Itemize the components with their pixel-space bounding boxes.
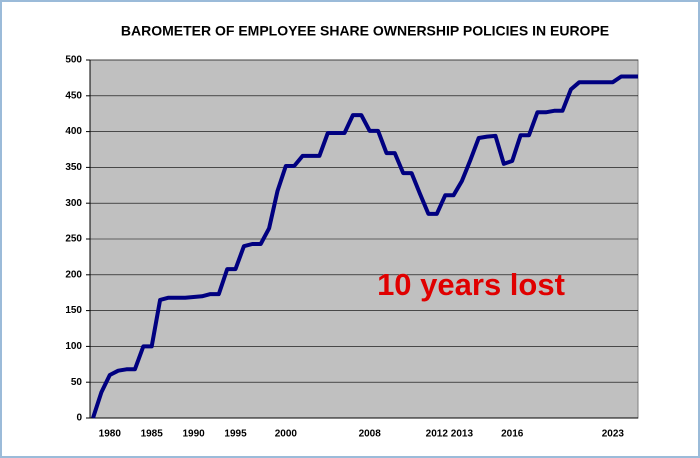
y-tick-label: 350 bbox=[65, 162, 82, 173]
y-tick-label: 50 bbox=[71, 377, 83, 388]
y-tick-label: 300 bbox=[65, 198, 82, 209]
x-tick-label: 1990 bbox=[182, 429, 205, 440]
chart-title: BAROMETER OF EMPLOYEE SHARE OWNERSHIP PO… bbox=[121, 23, 609, 39]
series-line bbox=[91, 74, 638, 419]
y-tick-label: 450 bbox=[65, 90, 82, 101]
y-tick-label: 400 bbox=[65, 126, 82, 137]
x-tick-label: 1980 bbox=[99, 429, 122, 440]
x-tick-label: 1995 bbox=[224, 429, 247, 440]
x-tick-label: 2013 bbox=[451, 429, 474, 440]
x-tick-label: 2012 bbox=[426, 429, 449, 440]
y-tick-label: 250 bbox=[65, 234, 82, 245]
x-tick-label: 2000 bbox=[275, 429, 298, 440]
y-tick-label: 100 bbox=[65, 341, 82, 352]
y-tick-label: 0 bbox=[76, 413, 82, 424]
x-tick-label: 2016 bbox=[501, 429, 524, 440]
annotation: 10 years lost bbox=[377, 267, 565, 302]
y-tick-label: 500 bbox=[65, 55, 82, 66]
x-tick-label: 2023 bbox=[602, 429, 625, 440]
y-tick-label: 200 bbox=[65, 269, 82, 280]
x-tick-label: 2008 bbox=[359, 429, 382, 440]
x-tick-label: 1985 bbox=[141, 429, 164, 440]
y-tick-label: 150 bbox=[65, 305, 82, 316]
